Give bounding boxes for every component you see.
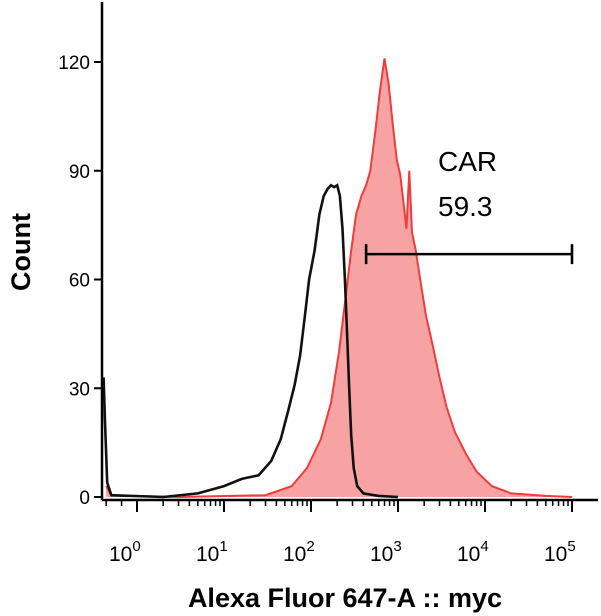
control-histogram-outline [102, 183, 399, 499]
gate-percentage: 59.3 [438, 191, 493, 222]
x-axis-label: Alexa Fluor 647-A :: myc [188, 583, 502, 613]
car-positive-histogram-outline [105, 58, 573, 499]
x-tick-label: 103 [370, 538, 402, 566]
y-axis-ticks: 0 30 60 90 120 [58, 53, 102, 509]
car-positive-histogram [106, 58, 572, 498]
y-axis-label: Count [6, 213, 36, 291]
x-tick-label: 105 [544, 538, 576, 566]
x-tick-label: 100 [109, 538, 141, 566]
car-gate: CAR 59.3 [364, 146, 574, 265]
gate-label: CAR [438, 146, 497, 177]
y-tick-label: 60 [69, 271, 90, 292]
x-tick-label: 102 [283, 538, 315, 566]
x-tick-label: 101 [196, 538, 228, 566]
y-tick-label: 30 [69, 379, 90, 400]
x-axis-ticks: 100 101 102 103 104 105 [105, 500, 576, 566]
y-tick-label: 0 [79, 488, 90, 509]
x-tick-label: 104 [457, 538, 489, 566]
plot-area [102, 58, 573, 499]
y-tick-label: 90 [69, 162, 90, 183]
y-tick-label: 120 [58, 53, 90, 74]
